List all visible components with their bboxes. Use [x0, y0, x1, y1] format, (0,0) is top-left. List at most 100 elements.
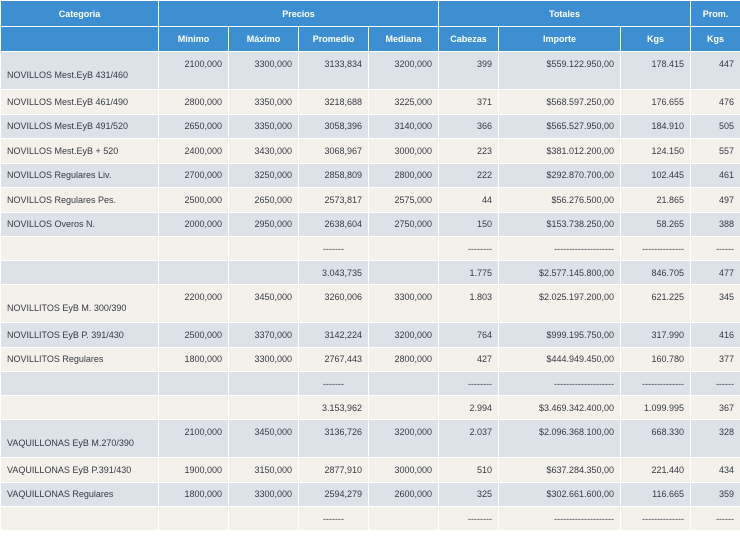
- cell-kgs: 668.330: [620, 419, 692, 458]
- cell-empty: [228, 260, 299, 285]
- header-categoria: Categoria: [0, 0, 159, 27]
- header-importe: Importe: [498, 26, 622, 52]
- cell-promedio: 2594,279: [298, 481, 369, 507]
- separator-promedio: -------: [298, 236, 369, 261]
- cell-categoria: VAQUILLONAS EyB P.391/430: [0, 457, 159, 483]
- cell-importe: $292.870.700,00: [498, 162, 622, 188]
- cell-empty: [367, 395, 440, 420]
- cell-importe: $565.527.950,00: [498, 113, 622, 139]
- cell-cabezas: 44: [438, 187, 500, 213]
- cell-kgs: 184.910: [620, 113, 692, 139]
- cell-kgs: 116.665: [620, 481, 692, 507]
- cell-mediana: 2600,000: [367, 481, 440, 507]
- cell-mediana: 3200,000: [367, 419, 440, 458]
- header-kgs: Kgs: [620, 26, 692, 52]
- cell-empty: [228, 236, 299, 261]
- cell-kgs: 160.780: [620, 346, 692, 372]
- cell-empty: [367, 371, 440, 396]
- table-row: NOVILLOS Regulares Pes. 2500,000 2650,00…: [0, 187, 740, 213]
- cell-categoria: NOVILLITOS Regulares: [0, 346, 159, 372]
- cell-cabezas: 223: [438, 138, 500, 164]
- cell-promedio: 2858,809: [298, 162, 369, 188]
- cell-minimo: 2200,000: [158, 284, 229, 323]
- cell-empty: [158, 236, 229, 261]
- header-precios: Precios: [157, 0, 440, 27]
- cell-mediana: 2800,000: [367, 346, 440, 372]
- cell-empty: [158, 371, 229, 396]
- separator-kgs: --------------: [620, 506, 692, 531]
- cell-minimo: 2700,000: [158, 162, 229, 188]
- cell-empty: [158, 260, 229, 285]
- table-row: NOVILLOS Regulares Liv. 2700,000 3250,00…: [0, 162, 740, 188]
- cell-prom-kgs: 388: [690, 211, 740, 237]
- cell-kgs: 102.445: [620, 162, 692, 188]
- subtotal-promedio: 3.043,735: [298, 260, 369, 285]
- cell-maximo: 3300,000: [228, 346, 299, 372]
- cell-minimo: 1900,000: [158, 457, 229, 483]
- cell-prom-kgs: 328: [690, 419, 740, 458]
- cell-maximo: 3350,000: [228, 113, 299, 139]
- header-prom-kgs: Kgs: [690, 26, 740, 52]
- cell-categoria: NOVILLOS Regulares Pes.: [0, 187, 159, 213]
- cell-empty: [0, 506, 159, 531]
- cell-kgs: 21.865: [620, 187, 692, 213]
- cell-prom-kgs: 416: [690, 322, 740, 348]
- cell-minimo: 2100,000: [158, 51, 229, 90]
- cell-importe: $153.738.250,00: [498, 211, 622, 237]
- cell-maximo: 2950,000: [228, 211, 299, 237]
- cell-mediana: 3300,000: [367, 284, 440, 323]
- cell-categoria: NOVILLITOS EyB P. 391/430: [0, 322, 159, 348]
- cell-promedio: 2638,604: [298, 211, 369, 237]
- cell-kgs: 58.265: [620, 211, 692, 237]
- cell-categoria: NOVILLOS Mest.EyB 431/460: [0, 51, 159, 90]
- cell-mediana: 3200,000: [367, 322, 440, 348]
- cell-cabezas: 399: [438, 51, 500, 90]
- separator-promedio: -------: [298, 506, 369, 531]
- separator-importe: --------------------: [498, 371, 622, 396]
- cell-maximo: 3450,000: [228, 419, 299, 458]
- cell-categoria: NOVILLOS Mest.EyB + 520: [0, 138, 159, 164]
- cell-promedio: 2767,443: [298, 346, 369, 372]
- cell-categoria: VAQUILLONAS Regulares: [0, 481, 159, 507]
- subtotal-cabezas: 2.994: [438, 395, 500, 420]
- cell-empty: [228, 371, 299, 396]
- separator-importe: --------------------: [498, 236, 622, 261]
- cell-prom-kgs: 359: [690, 481, 740, 507]
- cell-importe: $444.949.450,00: [498, 346, 622, 372]
- cell-cabezas: 1.803: [438, 284, 500, 323]
- cell-minimo: 2000,000: [158, 211, 229, 237]
- cell-cabezas: 366: [438, 113, 500, 139]
- separator-promedio: -------: [298, 371, 369, 396]
- subtotal-prom-kgs: 367: [690, 395, 740, 420]
- cell-mediana: 3140,000: [367, 113, 440, 139]
- cell-promedio: 3068,967: [298, 138, 369, 164]
- table-row: NOVILLOS Mest.EyB 461/490 2800,000 3350,…: [0, 89, 740, 115]
- cell-prom-kgs: 505: [690, 113, 740, 139]
- subtotal-importe: $3.469.342.400,00: [498, 395, 622, 420]
- header-promedio: Promedio: [298, 26, 369, 52]
- cell-maximo: 2650,000: [228, 187, 299, 213]
- cell-kgs: 124.150: [620, 138, 692, 164]
- subtotal-cabezas: 1.775: [438, 260, 500, 285]
- subtotal-row: 3.043,735 1.775 $2.577.145.800,00 846.70…: [0, 260, 740, 285]
- cell-cabezas: 2.037: [438, 419, 500, 458]
- header-cabezas: Cabezas: [438, 26, 500, 52]
- cell-empty: [158, 506, 229, 531]
- separator-kgs: --------------: [620, 371, 692, 396]
- cell-mediana: 3225,000: [367, 89, 440, 115]
- cell-empty: [367, 260, 440, 285]
- cell-empty: [228, 506, 299, 531]
- cell-cabezas: 371: [438, 89, 500, 115]
- cell-kgs: 621.225: [620, 284, 692, 323]
- cell-minimo: 1800,000: [158, 346, 229, 372]
- cell-empty: [0, 236, 159, 261]
- cell-cabezas: 325: [438, 481, 500, 507]
- cell-cabezas: 764: [438, 322, 500, 348]
- cell-maximo: 3370,000: [228, 322, 299, 348]
- subtotal-prom-kgs: 477: [690, 260, 740, 285]
- header-maximo: Máximo: [228, 26, 299, 52]
- cell-importe: $568.597.250,00: [498, 89, 622, 115]
- cell-importe: $302.661.600,00: [498, 481, 622, 507]
- cell-prom-kgs: 434: [690, 457, 740, 483]
